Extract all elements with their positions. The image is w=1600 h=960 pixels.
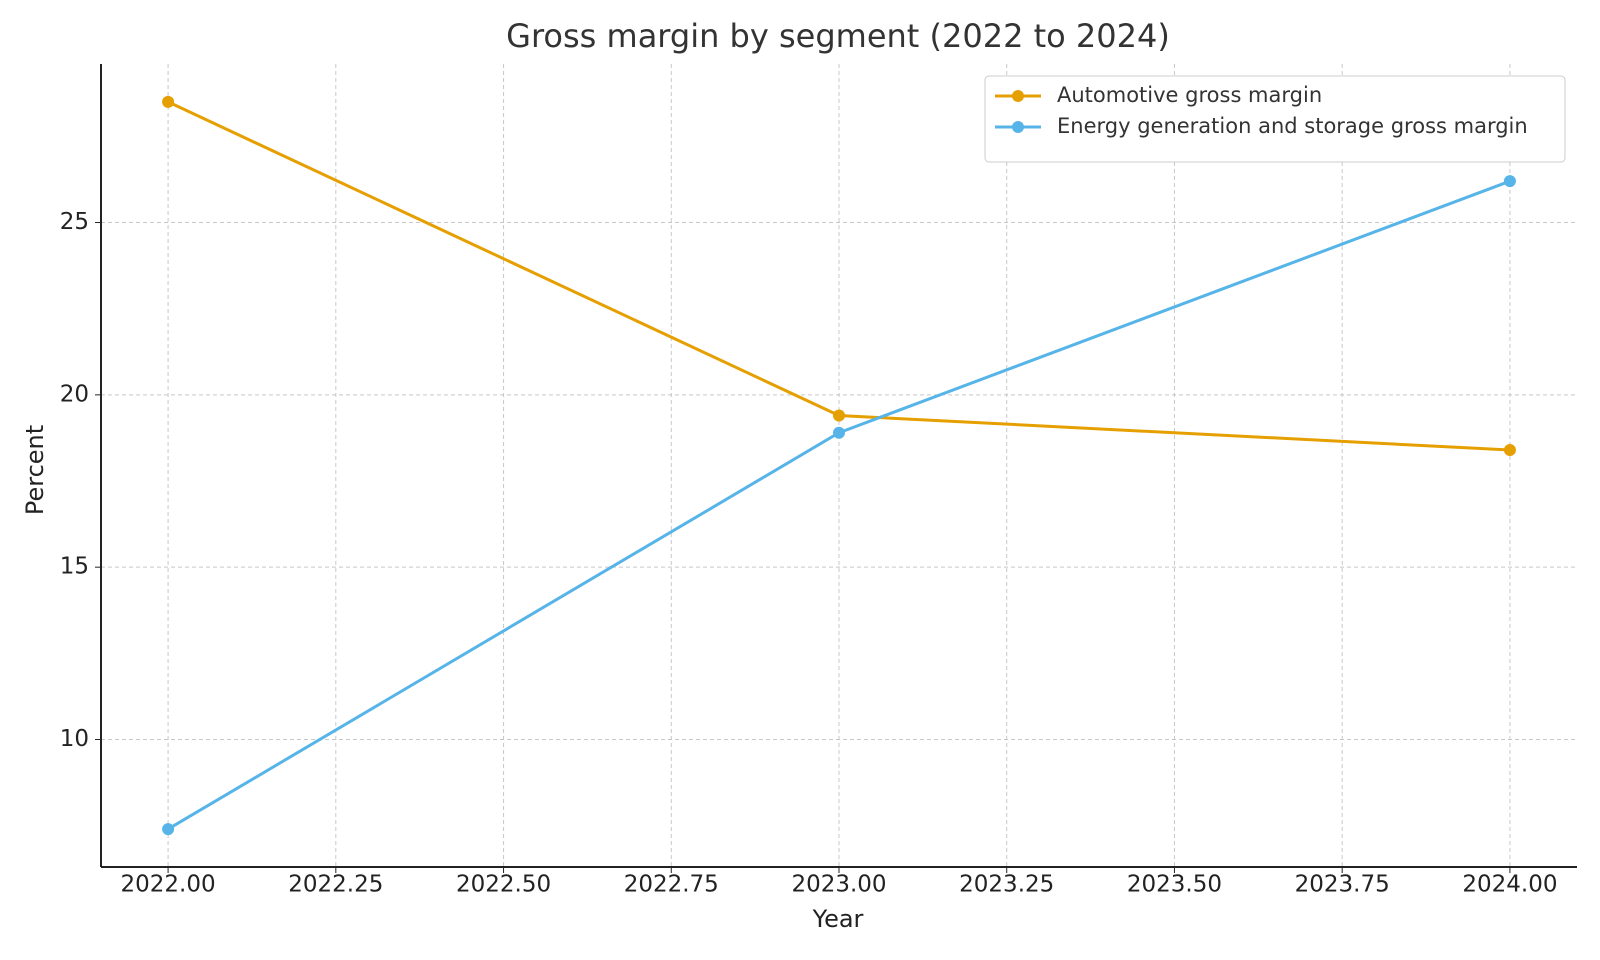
legend-label: Automotive gross margin xyxy=(1057,83,1322,107)
legend-marker xyxy=(1012,90,1024,102)
legend-marker xyxy=(1012,121,1024,133)
x-tick-label: 2023.25 xyxy=(959,872,1054,898)
x-tick-label: 2023.75 xyxy=(1295,872,1390,898)
data-point xyxy=(162,823,175,836)
x-axis-label: Year xyxy=(812,905,864,933)
y-axis-label: Percent xyxy=(21,425,49,515)
data-point xyxy=(833,426,845,439)
x-tick-label: 2022.00 xyxy=(121,872,216,898)
x-tick-label: 2022.75 xyxy=(624,872,719,898)
y-tick-label: 25 xyxy=(60,209,89,235)
y-tick-label: 20 xyxy=(60,381,89,407)
legend-box xyxy=(984,75,1566,163)
chart-title: Gross margin by segment (2022 to 2024) xyxy=(506,17,1170,55)
x-tick-label: 2023.00 xyxy=(791,872,886,898)
data-point xyxy=(1503,443,1516,456)
x-tick-label: 2023.50 xyxy=(1127,872,1222,898)
data-point xyxy=(833,409,845,422)
legend: Automotive gross margin Energy generation… xyxy=(984,75,1566,163)
x-tick-label: 2022.50 xyxy=(456,872,551,898)
y-tick-label: 10 xyxy=(60,726,89,752)
x-tick-label: 2022.25 xyxy=(288,872,383,898)
legend-label: Energy generation and storage gross marg… xyxy=(1057,114,1528,138)
data-point xyxy=(1503,175,1516,188)
y-tick-label: 15 xyxy=(60,554,89,580)
data-point xyxy=(162,95,175,108)
x-tick-label: 2024.00 xyxy=(1462,872,1557,898)
